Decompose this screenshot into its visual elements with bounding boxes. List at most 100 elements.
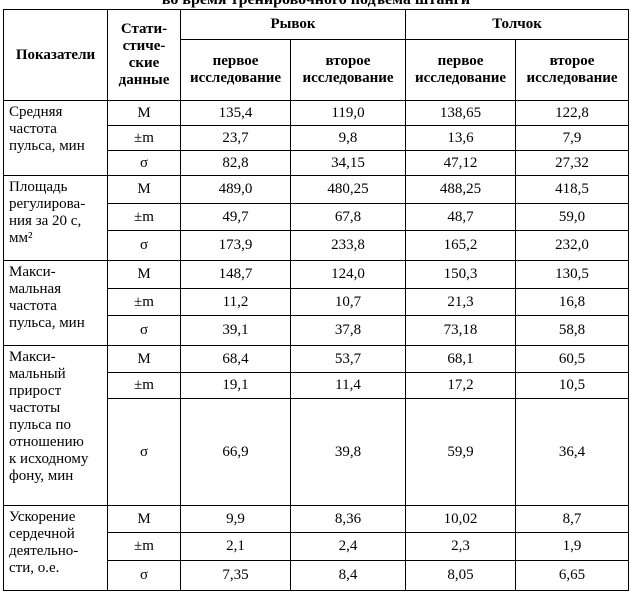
stat-cell: ±m xyxy=(107,372,181,399)
stat-cell: М xyxy=(107,345,181,373)
indicator-cell: Ускорение сердечной деятельно- сти, о.е. xyxy=(3,505,108,591)
indicator-cell: Средняя частота пульса, мин xyxy=(3,100,108,176)
value-cell: 10,02 xyxy=(405,505,517,533)
value-cell: 66,9 xyxy=(180,398,291,506)
value-cell: 173,9 xyxy=(180,230,291,261)
table-row: Площадь регулирова- ния за 20 с, мм² М 489… xyxy=(3,175,630,261)
stat-cell: ±m xyxy=(107,288,181,316)
value-cell: 165,2 xyxy=(405,230,517,261)
subheader-cell: второе исследование xyxy=(515,39,630,101)
stat-cell: ±m xyxy=(107,532,181,561)
value-cell: 9,8 xyxy=(289,125,407,151)
value-cell: 36,4 xyxy=(515,398,630,506)
stat-cell: σ xyxy=(107,150,181,176)
title: во время тренировочного подъема штанги xyxy=(0,0,632,9)
value-cell: 6,65 xyxy=(515,560,630,591)
subheader-cell: первое исследование xyxy=(405,39,517,101)
value-cell: 8,36 xyxy=(289,505,407,533)
value-cell: 53,7 xyxy=(289,345,407,373)
value-cell: 10,5 xyxy=(515,372,630,399)
value-cell: 19,1 xyxy=(180,372,291,399)
stat-cell: σ xyxy=(107,230,181,261)
value-cell: 67,8 xyxy=(289,203,407,231)
stat-cell: М xyxy=(107,175,181,204)
value-cell: 59,9 xyxy=(405,398,517,506)
value-cell: 489,0 xyxy=(180,175,291,204)
header-cell: Стати- стиче- ские данные xyxy=(107,9,181,101)
value-cell: 47,12 xyxy=(405,150,517,176)
value-cell: 10,7 xyxy=(289,288,407,316)
value-cell: 68,1 xyxy=(405,345,517,373)
stat-cell: σ xyxy=(107,315,181,346)
value-cell: 8,7 xyxy=(515,505,630,533)
value-cell: 138,65 xyxy=(405,100,517,126)
value-cell: 1,9 xyxy=(515,532,630,561)
value-cell: 16,8 xyxy=(515,288,630,316)
value-cell: 59,0 xyxy=(515,203,630,231)
value-cell: 39,1 xyxy=(180,315,291,346)
table-row: ±m 11,2 10,7 21,3 16,8 xyxy=(4,288,630,316)
table-row: ±m 23,7 9,8 13,6 7,9 xyxy=(4,125,630,151)
subheader-cell: первое исследование xyxy=(180,39,291,101)
table-row: σ 7,35 8,4 8,05 6,65 xyxy=(4,560,630,591)
value-cell: 488,25 xyxy=(405,175,517,204)
value-cell: 418,5 xyxy=(515,175,630,204)
value-cell: 73,18 xyxy=(405,315,517,346)
data-table: Показатели Стати- стиче- ские данные Рыв… xyxy=(3,9,630,591)
stat-cell: М xyxy=(107,260,181,289)
value-cell: 122,8 xyxy=(515,100,630,126)
value-cell: 2,3 xyxy=(405,532,517,561)
value-cell: 11,2 xyxy=(180,288,291,316)
value-cell: 13,6 xyxy=(405,125,517,151)
value-cell: 119,0 xyxy=(289,100,407,126)
value-cell: 124,0 xyxy=(289,260,407,289)
value-cell: 150,3 xyxy=(405,260,517,289)
stat-cell: ±m xyxy=(107,203,181,231)
header-cell: Рывок xyxy=(179,9,407,40)
value-cell: 9,9 xyxy=(180,505,291,533)
value-cell: 58,8 xyxy=(515,315,630,346)
header-cell: Толчок xyxy=(405,9,630,40)
indicator-cell: Макси- мальная частота пульса, мин xyxy=(3,260,108,346)
value-cell: 233,8 xyxy=(289,230,407,261)
value-cell: 68,4 xyxy=(180,345,291,373)
value-cell: 39,8 xyxy=(289,398,407,506)
stat-cell: ±m xyxy=(107,125,181,151)
stat-cell: М xyxy=(107,505,181,533)
stat-cell: М xyxy=(107,100,181,126)
value-cell: 34,15 xyxy=(289,150,407,176)
value-cell: 7,35 xyxy=(180,560,291,591)
value-cell: 8,05 xyxy=(405,560,517,591)
value-cell: 82,8 xyxy=(180,150,291,176)
value-cell: 17,2 xyxy=(405,372,517,399)
table-row: σ 66,9 39,8 59,9 36,4 xyxy=(4,398,630,506)
value-cell: 37,8 xyxy=(289,315,407,346)
table-row: Средняя частота пульса, мин М 135,4 119,0 13… xyxy=(3,100,630,176)
value-cell: 49,7 xyxy=(180,203,291,231)
header-cell: Показатели xyxy=(3,9,108,101)
table-row: Макси- мальная частота пульса, мин М 148,7… xyxy=(3,260,630,346)
value-cell: 2,4 xyxy=(289,532,407,561)
table-row: ±m 19,1 11,4 17,2 10,5 xyxy=(4,372,630,399)
value-cell: 48,7 xyxy=(405,203,517,231)
value-cell: 60,5 xyxy=(515,345,630,373)
table-row: ±m 2,1 2,4 2,3 1,9 xyxy=(4,532,630,561)
value-cell: 7,9 xyxy=(515,125,630,151)
value-cell: 11,4 xyxy=(289,372,407,399)
value-cell: 135,4 xyxy=(180,100,291,126)
value-cell: 148,7 xyxy=(180,260,291,289)
value-cell: 8,4 xyxy=(289,560,407,591)
subheader-cell: второе исследование xyxy=(289,39,407,101)
value-cell: 27,32 xyxy=(515,150,630,176)
value-cell: 2,1 xyxy=(180,532,291,561)
indicator-cell: Площадь регулирова- ния за 20 с, мм² xyxy=(3,175,108,261)
value-cell: 130,5 xyxy=(515,260,630,289)
value-cell: 23,7 xyxy=(180,125,291,151)
value-cell: 232,0 xyxy=(515,230,630,261)
table-row: Ускорение сердечной деятельно- сти, о.е.… xyxy=(3,505,630,591)
indicator-cell: Макси- мальный прирост частоты пульса по… xyxy=(3,345,108,506)
table-row: σ 82,8 34,15 47,12 27,32 xyxy=(4,150,630,176)
stat-cell: σ xyxy=(107,398,181,506)
table-row: σ 173,9 233,8 165,2 232,0 xyxy=(4,230,630,261)
